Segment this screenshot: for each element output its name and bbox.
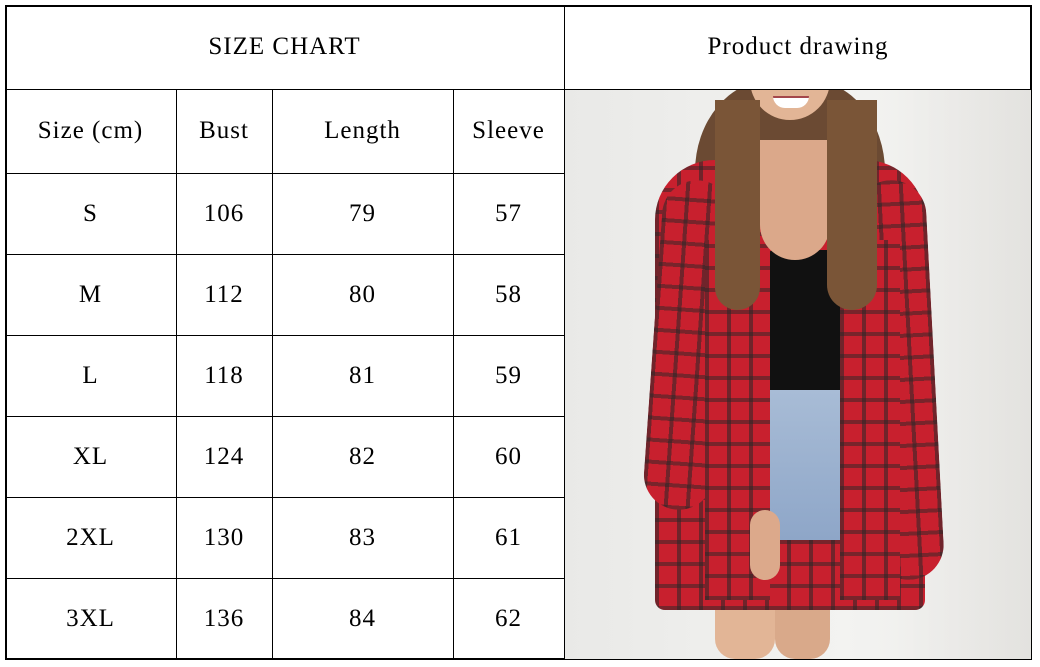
- divider: [5, 89, 1032, 90]
- column-header-sleeve: Sleeve: [472, 117, 545, 144]
- divider: [176, 89, 177, 660]
- cell-sleeve: 60: [495, 442, 522, 470]
- size-chart-frame: [5, 5, 1032, 660]
- cell-size: XL: [72, 442, 109, 470]
- cell-size: L: [82, 361, 99, 389]
- cell-bust: 124: [203, 442, 245, 470]
- cell-length: 81: [349, 361, 376, 389]
- divider: [5, 416, 564, 417]
- cell-length: 83: [349, 523, 376, 551]
- divider: [564, 5, 565, 660]
- cell-sleeve: 62: [495, 604, 522, 632]
- cell-length: 79: [349, 199, 376, 227]
- cell-size: 3XL: [66, 604, 115, 632]
- product-drawing-title: Product drawing: [707, 33, 889, 60]
- size-chart-title: SIZE CHART: [208, 33, 361, 60]
- divider: [5, 254, 564, 255]
- divider: [5, 335, 564, 336]
- divider: [5, 578, 564, 579]
- cell-length: 84: [349, 604, 376, 632]
- cell-sleeve: 57: [495, 199, 522, 227]
- cell-sleeve: 59: [495, 361, 522, 389]
- column-header-length: Length: [324, 117, 401, 144]
- cell-bust: 136: [203, 604, 245, 632]
- cell-sleeve: 61: [495, 523, 522, 551]
- divider: [5, 173, 564, 174]
- cell-sleeve: 58: [495, 280, 522, 308]
- column-header-size: Size (cm): [37, 117, 144, 144]
- cell-size: S: [83, 199, 98, 227]
- divider: [5, 497, 564, 498]
- divider: [453, 89, 454, 660]
- cell-size: M: [78, 280, 103, 308]
- cell-length: 82: [349, 442, 376, 470]
- cell-bust: 118: [204, 361, 244, 389]
- product-image: [565, 90, 1031, 659]
- cell-length: 80: [349, 280, 376, 308]
- divider: [272, 89, 273, 660]
- column-header-bust: Bust: [199, 117, 249, 144]
- cell-size: 2XL: [66, 523, 115, 551]
- cell-bust: 130: [203, 523, 245, 551]
- cell-bust: 106: [203, 199, 245, 227]
- cell-bust: 112: [204, 280, 244, 308]
